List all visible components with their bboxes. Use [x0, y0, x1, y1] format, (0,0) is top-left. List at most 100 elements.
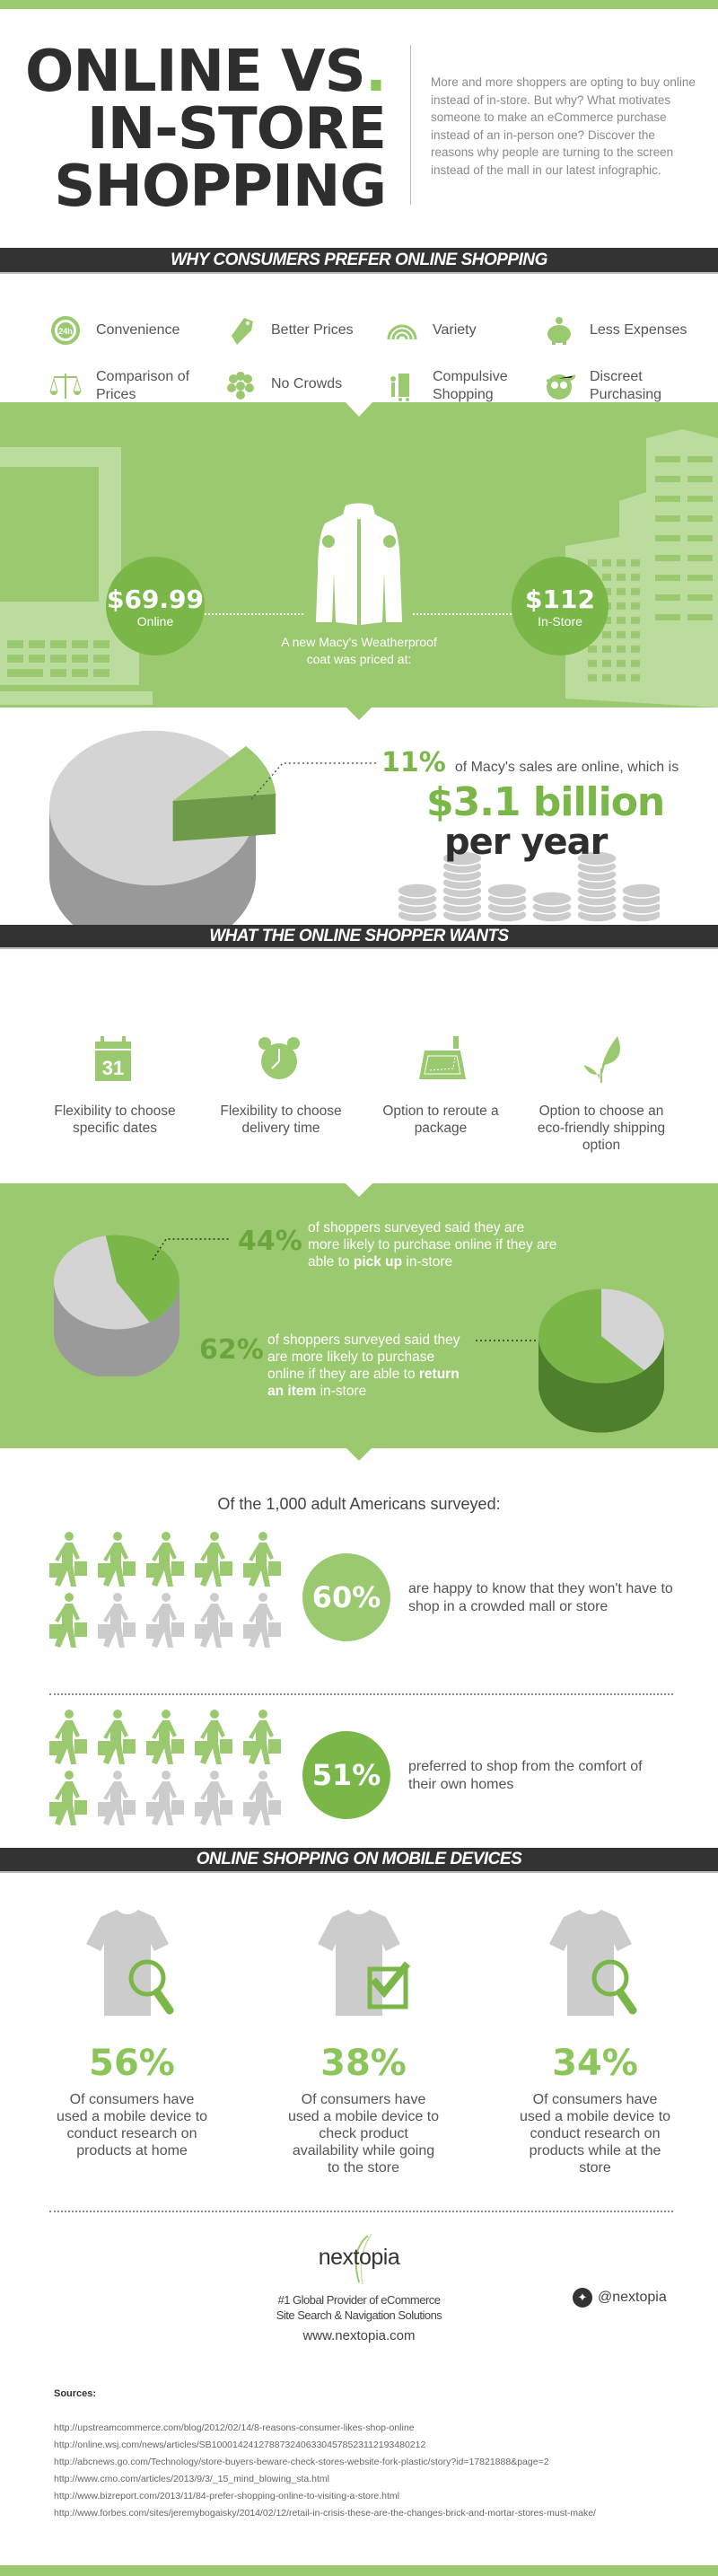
- macys-amount: $3.1 billion: [426, 779, 665, 825]
- person-figure-icon: [195, 1531, 234, 1593]
- tagline-line-1: #1 Global Provider of eCommerce: [277, 2293, 441, 2307]
- survey-text: preferred to shop from the comfort of th…: [408, 1759, 643, 1792]
- online-price-badge: $69.99 Online: [106, 557, 205, 655]
- source-link[interactable]: http://www.forbes.com/sites/jeremybogais…: [54, 2508, 596, 2519]
- top-accent-bar: [0, 0, 718, 9]
- person-figure-icon: [146, 1770, 186, 1832]
- person-figure-icon: [49, 1709, 89, 1771]
- feature-item: Compulsive Shopping: [386, 368, 547, 404]
- website-link[interactable]: www.nextopia.com: [302, 2328, 416, 2343]
- survey-divider: [49, 1693, 673, 1695]
- tshirt-icon: [86, 1910, 174, 2016]
- connector-line: [413, 613, 512, 615]
- want-item: Option to reroute a package: [364, 1033, 517, 1137]
- pickup-text-post: in-store: [402, 1254, 453, 1270]
- title-line-1: ONLINE VS: [24, 39, 366, 105]
- want-label: Flexibility to choose delivery time: [220, 1103, 342, 1136]
- feature-label: Discreet Purchasing: [590, 369, 662, 402]
- svg-text:31: 31: [102, 1057, 124, 1079]
- source-link[interactable]: http://upstreamcommerce.com/blog/2012/02…: [54, 2422, 415, 2433]
- nextopia-logo-swoosh: [355, 2233, 372, 2285]
- feature-item: 24h Convenience: [49, 314, 211, 347]
- source-link[interactable]: http://online.wsj.com/news/articles/SB10…: [54, 2440, 426, 2450]
- pickup-text: of shoppers surveyed said they are more …: [308, 1219, 559, 1270]
- mobile-percent: 38%: [320, 2043, 407, 2084]
- store-price-badge: $112 In-Store: [512, 557, 609, 655]
- coin-stack: [442, 850, 483, 922]
- feature-item: Discreet Purchasing: [543, 368, 705, 404]
- feature-label: Better Prices: [271, 322, 354, 338]
- mobile-stat: 34% Of consumers have used a mobile devic…: [496, 1908, 694, 2176]
- mobile-text: Of consumers have used a mobile device t…: [56, 2092, 208, 2158]
- return-text-post: in-store: [316, 1384, 367, 1399]
- macys-per-year: per year: [444, 822, 608, 863]
- person-figure-icon: [49, 1531, 89, 1593]
- pickup-pie: [54, 1235, 180, 1376]
- feature-label: Convenience: [96, 322, 180, 338]
- notch-icon: [346, 707, 372, 720]
- survey-percent-badge: 60%: [302, 1553, 390, 1641]
- magnifier-icon: [128, 1959, 174, 2015]
- nextopia-logo: nextopia: [318, 2245, 400, 2270]
- macys-sales-pie: [49, 730, 276, 925]
- footer-tagline: #1 Global Provider of eCommerce Site Sea…: [0, 2292, 718, 2323]
- pickup-text-pre: of shoppers surveyed said they are more …: [308, 1220, 557, 1270]
- price-tag-icon: [232, 318, 253, 345]
- shopper-cart-icon: [390, 374, 409, 401]
- pie-highlight-slice: [538, 1288, 644, 1384]
- magnifier-icon: [591, 1959, 637, 2015]
- return-text-bold: return an item: [267, 1367, 460, 1399]
- calendar-icon: 31: [95, 1036, 131, 1081]
- coat-icon: [316, 503, 402, 625]
- store-label: In-Store: [538, 613, 582, 629]
- svg-text:24h: 24h: [58, 327, 73, 336]
- pie-rest-slice: [49, 730, 256, 886]
- feature-label: No Crowds: [271, 376, 343, 391]
- twitter-icon: ✦: [573, 2288, 592, 2308]
- notch-icon: [346, 1183, 372, 1197]
- background-illustration: [0, 402, 718, 708]
- coin-stack: [486, 883, 528, 922]
- want-item: Option to choose an eco-friendly shippin…: [525, 1033, 678, 1154]
- mobile-text: Of consumers have used a mobile device t…: [287, 2092, 440, 2176]
- pickup-return-band: 44% of shoppers surveyed said they are m…: [0, 1183, 718, 1448]
- want-label: Flexibility to choose specific dates: [54, 1103, 176, 1136]
- checkbox-icon: [367, 1961, 411, 2009]
- want-item: Flexibility to choose delivery time: [205, 1033, 357, 1137]
- person-figure-icon: [195, 1592, 234, 1654]
- source-link[interactable]: http://abcnews.go.com/Technology/store-b…: [54, 2457, 549, 2467]
- person-figure-icon: [195, 1770, 234, 1832]
- want-item: 31 Flexibility to choose specific dates: [39, 1033, 191, 1137]
- section-heading-mobile: ONLINE SHOPPING ON MOBILE DEVICES: [0, 1848, 718, 1873]
- online-price: $69.99: [106, 584, 205, 614]
- person-figure-icon: [243, 1709, 283, 1771]
- connector-line: [205, 613, 303, 615]
- mobile-stat: 38% Of consumers have used a mobile devic…: [265, 1908, 462, 2176]
- twitter-handle[interactable]: ✦ @nextopia: [573, 2288, 667, 2308]
- person-figure-icon: [243, 1592, 283, 1654]
- piggy-bank-icon: [547, 317, 571, 345]
- notch-icon: [346, 402, 372, 417]
- leaf-icon: [583, 1036, 620, 1083]
- crowd-icon: [227, 372, 254, 400]
- pie-highlight-slice: [172, 746, 276, 802]
- survey-heading: Of the 1,000 adult Americans surveyed:: [217, 1495, 501, 1513]
- return-percent: 62%: [199, 1334, 264, 1366]
- section-heading-why: WHY CONSUMERS PREFER ONLINE SHOPPING: [0, 248, 718, 274]
- title-dot: .: [364, 39, 387, 105]
- feature-item: No Crowds: [224, 368, 386, 400]
- survey-percent-badge: 51%: [302, 1731, 390, 1819]
- coin-stack: [576, 850, 617, 922]
- feature-label: Comparison of Prices: [96, 369, 190, 402]
- pie-highlight-slice: [105, 1235, 180, 1323]
- feature-item: Comparison of Prices: [49, 368, 211, 404]
- source-link[interactable]: http://www.bizreport.com/2013/11/84-pref…: [54, 2491, 399, 2501]
- alarm-clock-icon: [258, 1037, 300, 1079]
- source-link[interactable]: http://www.cmo.com/articles/2013/9/3/_15…: [54, 2474, 329, 2484]
- footer-divider: [49, 2211, 673, 2212]
- bottom-accent-bar: [0, 2565, 718, 2576]
- pie-pointer: [152, 1238, 229, 1261]
- mobile-percent: 34%: [552, 2043, 638, 2084]
- coin-stack: [531, 891, 573, 922]
- person-figure-icon: [243, 1531, 283, 1593]
